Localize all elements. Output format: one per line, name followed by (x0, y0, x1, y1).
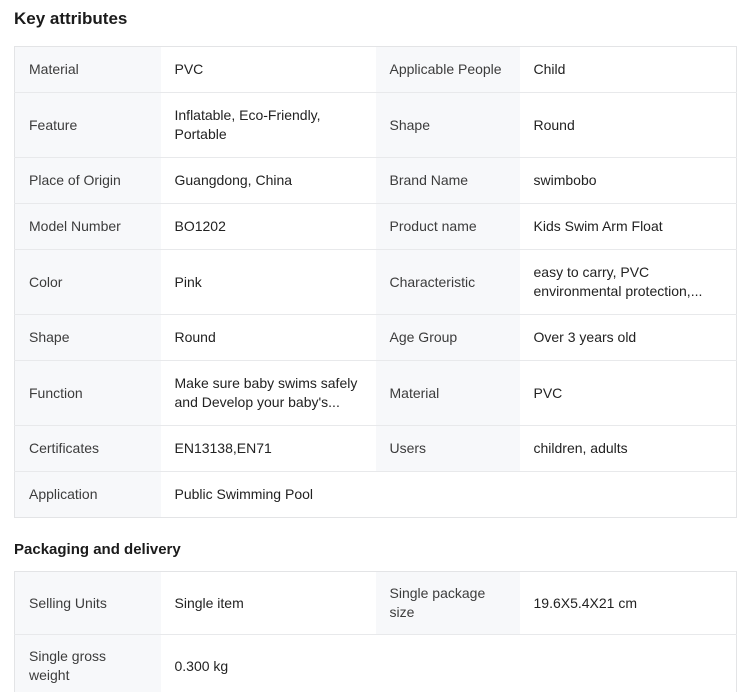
attribute-value: EN13138,EN71 (160, 425, 376, 472)
attribute-label: Single gross weight (14, 634, 161, 692)
attribute-value: Child (519, 46, 737, 93)
attribute-value: Guangdong, China (160, 157, 376, 204)
attribute-label: Age Group (375, 314, 520, 361)
key-attributes-title: Key attributes (14, 9, 128, 28)
attribute-label: Brand Name (375, 157, 520, 204)
attribute-value: Pink (160, 249, 376, 315)
attribute-value: Round (519, 92, 737, 158)
attribute-label: Applicable People (375, 46, 520, 93)
attribute-value: PVC (519, 360, 737, 426)
attribute-label: Selling Units (14, 571, 161, 635)
attribute-label: Material (14, 46, 161, 93)
packaging-delivery-title: Packaging and delivery (14, 541, 181, 558)
attribute-label: Shape (375, 92, 520, 158)
table-row: Model Number BO1202 Product name Kids Sw… (14, 203, 737, 250)
attribute-value: Public Swimming Pool (160, 471, 737, 518)
attribute-label: Color (14, 249, 161, 315)
attribute-label: Users (375, 425, 520, 472)
attribute-value: children, adults (519, 425, 737, 472)
table-row: Application Public Swimming Pool (14, 471, 737, 518)
attribute-value: 19.6X5.4X21 cm (519, 571, 737, 635)
table-row: Color Pink Characteristic easy to carry,… (14, 249, 737, 315)
table-row: Certificates EN13138,EN71 Users children… (14, 425, 737, 472)
attribute-value: PVC (160, 46, 376, 93)
attribute-value: Single item (160, 571, 376, 635)
attribute-value: easy to carry, PVC environmental protect… (519, 249, 737, 315)
table-row: Material PVC Applicable People Child (14, 46, 737, 93)
attribute-value: Over 3 years old (519, 314, 737, 361)
packaging-delivery-table: Selling Units Single item Single package… (14, 571, 737, 692)
attribute-value: swimbobo (519, 157, 737, 204)
attribute-label: Single package size (375, 571, 520, 635)
attribute-label: Characteristic (375, 249, 520, 315)
attribute-label: Material (375, 360, 520, 426)
table-row: Single gross weight 0.300 kg (14, 634, 737, 692)
table-row: Shape Round Age Group Over 3 years old (14, 314, 737, 361)
attribute-label: Function (14, 360, 161, 426)
table-row: Selling Units Single item Single package… (14, 571, 737, 635)
attribute-label: Shape (14, 314, 161, 361)
table-row: Function Make sure baby swims safely and… (14, 360, 737, 426)
key-attributes-table: Material PVC Applicable People Child Fea… (14, 46, 737, 518)
attribute-label: Feature (14, 92, 161, 158)
attribute-label: Place of Origin (14, 157, 161, 204)
table-row: Place of Origin Guangdong, China Brand N… (14, 157, 737, 204)
table-row: Feature Inflatable, Eco-Friendly, Portab… (14, 92, 737, 158)
attribute-value: 0.300 kg (160, 634, 737, 692)
attribute-label: Application (14, 471, 161, 518)
attribute-label: Product name (375, 203, 520, 250)
attribute-label: Model Number (14, 203, 161, 250)
attribute-label: Certificates (14, 425, 161, 472)
attribute-value: Inflatable, Eco-Friendly, Portable (160, 92, 376, 158)
attribute-value: Round (160, 314, 376, 361)
attribute-value: Make sure baby swims safely and Develop … (160, 360, 376, 426)
attribute-value: BO1202 (160, 203, 376, 250)
attribute-value: Kids Swim Arm Float (519, 203, 737, 250)
